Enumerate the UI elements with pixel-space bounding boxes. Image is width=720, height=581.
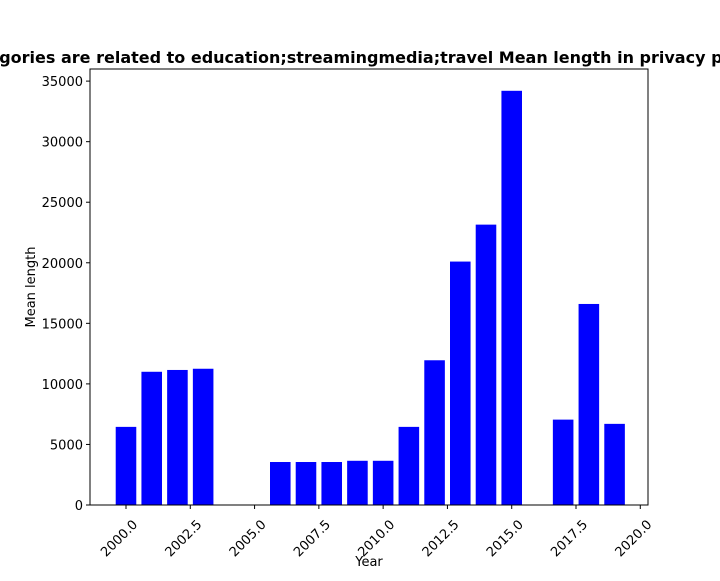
- bar-2003: [192, 368, 214, 505]
- y-tick-label: 15000: [42, 317, 83, 332]
- bar-2001: [141, 371, 162, 505]
- x-tick-label: 2020.0: [613, 517, 656, 560]
- y-axis-label: Mean length: [24, 247, 39, 328]
- bar-2019: [604, 423, 625, 505]
- y-tick-label: 30000: [42, 136, 83, 151]
- y-tick-label: 20000: [42, 257, 83, 272]
- y-tick-label: 5000: [50, 438, 83, 453]
- bar-2013: [450, 261, 471, 505]
- bar-2014: [475, 224, 497, 505]
- x-tick-label: 2005.0: [227, 517, 270, 560]
- bar-2006: [270, 462, 291, 505]
- x-tick-label: 2012.5: [420, 517, 463, 560]
- bar-2002: [167, 369, 188, 505]
- x-tick-label: 2015.0: [484, 517, 527, 560]
- y-tick-label: 0: [75, 499, 83, 514]
- bar-2017: [552, 419, 574, 505]
- plot-frame: [89, 68, 649, 506]
- x-axis-label: Year: [354, 555, 383, 570]
- x-tick-label: 2017.5: [548, 517, 591, 560]
- bars-group: [115, 90, 625, 506]
- x-tick-label: 2002.5: [163, 517, 206, 560]
- bar-2015: [501, 90, 522, 506]
- bar-2010: [372, 460, 394, 505]
- y-tick-label: 25000: [42, 196, 83, 211]
- bar-2011: [398, 426, 420, 505]
- x-tick-label: 2007.5: [291, 517, 334, 560]
- bar-2007: [295, 462, 317, 505]
- bar-2008: [321, 462, 342, 505]
- chart-title: Categories are related to education;stre…: [0, 48, 720, 67]
- y-tick-label: 10000: [42, 378, 83, 393]
- bar-2000: [115, 426, 137, 505]
- y-tick-label: 35000: [42, 75, 83, 90]
- bar-2009: [347, 460, 368, 505]
- bar-2012: [424, 360, 445, 505]
- bar-2018: [578, 303, 600, 505]
- x-ticks-group: 2000.0 2002.5 2005.0 2007.5 2010.0 2012.5 2015…: [98, 505, 655, 560]
- y-ticks-group: 0 5000 10000 15000 20000 25000 30000 35000: [42, 75, 90, 514]
- x-tick-label: 2010.0: [355, 517, 398, 560]
- x-tick-label: 2000.0: [98, 517, 141, 560]
